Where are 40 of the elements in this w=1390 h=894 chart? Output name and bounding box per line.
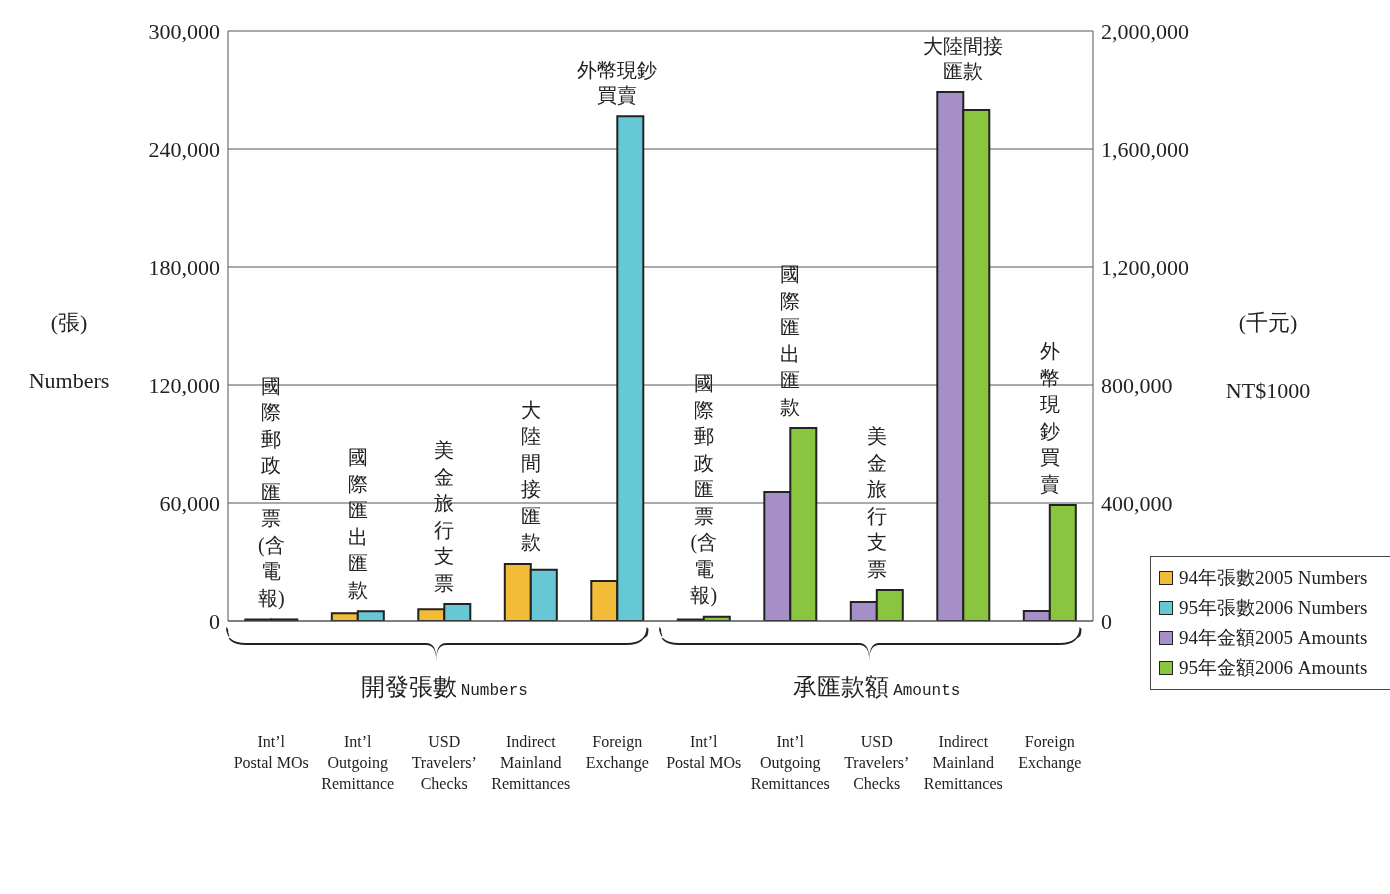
legend-label: 94年金額2005 Amounts	[1179, 626, 1368, 650]
x-tick-label: Int’l Postal MOs	[666, 733, 742, 771]
annotation: 大陸間接匯款	[922, 34, 1005, 85]
y2-tick-label: 2,000,000	[1101, 18, 1189, 44]
x-tick-label: USD Travelers’ Checks	[411, 733, 477, 792]
y2-tick-label: 1,200,000	[1101, 254, 1189, 280]
annotation: 外幣現鈔買賣	[576, 58, 659, 109]
text: (千元) NT$1000	[1225, 310, 1311, 403]
legend-label: 95年張數2006 Numbers	[1179, 596, 1368, 620]
text: 承匯款額 Amounts	[793, 674, 961, 700]
annotation: 美金旅行支票	[433, 438, 456, 596]
y2-tick-label: 400,000	[1101, 490, 1173, 516]
text: (張) Numbers	[28, 310, 110, 393]
y-tick-label: 180,000	[148, 254, 220, 280]
text: 開發張數 Numbers	[360, 674, 528, 700]
text: 國際郵政匯票(含電報)	[257, 374, 285, 609]
x-tick-label: Int’l Outgoing Remittances	[750, 733, 830, 792]
y2-tick-label: 800,000	[1101, 372, 1173, 398]
x-tick-label: Indirect Mainland Remittances	[491, 733, 571, 792]
annotation: 大陸間接匯款	[519, 397, 542, 556]
y2-tick-label: 1,600,000	[1101, 136, 1189, 162]
y2-tick-label: 0	[1101, 608, 1112, 634]
annotation: 國際匯出匯款	[346, 445, 369, 603]
y-tick-label: 120,000	[148, 372, 220, 398]
x-tick-label: Int’l Outgoing Remittance	[321, 733, 395, 792]
x-tick-label: Indirect Mainland Remittances	[923, 733, 1003, 792]
y-tick-label: 300,000	[148, 18, 220, 44]
x-tick-label: Foreign Exchange	[1018, 733, 1082, 772]
y-tick-label: 0	[209, 608, 220, 634]
legend-label: 94年張數2005 Numbers	[1179, 566, 1368, 590]
x-tick-label: Int’l Postal MOs	[233, 733, 309, 771]
annotation: 美金旅行支票	[865, 424, 888, 582]
x-tick-label: USD Travelers’ Checks	[844, 733, 910, 792]
x-tick-label: Foreign Exchange	[585, 733, 649, 772]
text: 國際郵政匯票(含電報)	[690, 372, 718, 607]
annotation: 國際匯出匯款	[779, 262, 802, 420]
annotation: 外幣現鈔買賣	[1038, 339, 1061, 497]
y-tick-label: 60,000	[159, 490, 220, 516]
legend-label: 95年金額2006 Amounts	[1179, 656, 1368, 680]
y-tick-label: 240,000	[148, 136, 220, 162]
